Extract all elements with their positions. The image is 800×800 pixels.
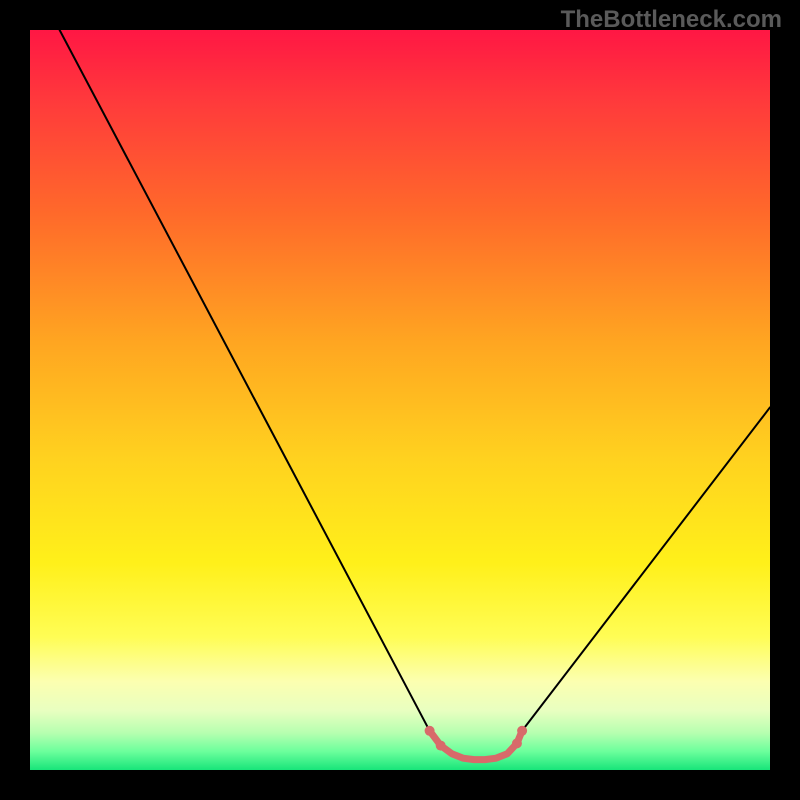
chart-container: TheBottleneck.com bbox=[0, 0, 800, 800]
gradient-background bbox=[30, 30, 770, 770]
watermark-text: TheBottleneck.com bbox=[561, 6, 782, 34]
plot-area bbox=[30, 30, 770, 770]
